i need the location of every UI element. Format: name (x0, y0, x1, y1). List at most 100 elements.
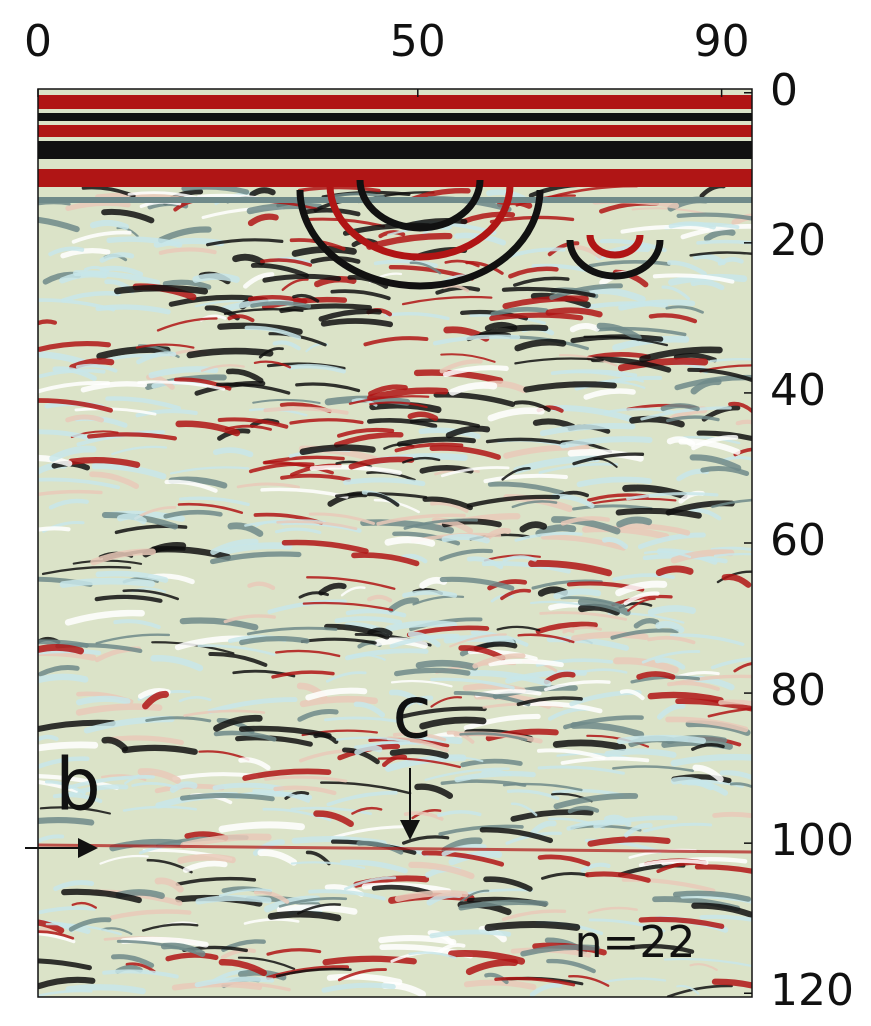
texture-stroke (320, 781, 412, 795)
texture-stroke (502, 295, 589, 310)
texture-stroke (394, 890, 469, 902)
texture-stroke (422, 496, 473, 511)
texture-arc (356, 179, 484, 232)
texture-stroke (616, 734, 706, 745)
texture-stroke (236, 482, 301, 489)
texture-stroke (48, 246, 85, 257)
texture-stroke (275, 649, 341, 658)
texture-stroke (99, 252, 135, 263)
texture-stroke (247, 581, 276, 591)
texture-stroke (247, 294, 308, 304)
texture-stroke (615, 507, 702, 519)
texture-stroke (210, 538, 259, 556)
texture-stroke (501, 909, 567, 922)
texture-stroke (244, 325, 302, 340)
texture-stroke (122, 805, 198, 812)
texture-stroke (135, 409, 198, 418)
texture-stroke (494, 976, 576, 987)
texture-stroke (449, 633, 507, 648)
texture-stroke (502, 555, 537, 562)
texture-stroke (489, 312, 584, 321)
texture-stroke (280, 473, 351, 482)
texture-stroke (460, 211, 516, 225)
texture-stroke (168, 294, 254, 307)
texture-stroke (529, 982, 563, 997)
texture-stroke (49, 445, 97, 462)
texture-stroke (466, 556, 504, 570)
texture-stroke (297, 185, 381, 193)
texture-stroke (177, 502, 244, 514)
texture-stroke (195, 895, 272, 905)
texture-stroke (626, 492, 719, 501)
texture-stroke (95, 570, 169, 583)
radargram (38, 89, 752, 997)
texture-stroke (514, 357, 604, 365)
texture-stroke (183, 709, 266, 717)
texture-stroke (223, 614, 276, 624)
texture-stroke (411, 809, 442, 820)
texture-stroke (279, 303, 372, 314)
texture-stroke (666, 415, 720, 423)
texture-stroke (38, 368, 106, 378)
texture-stroke (68, 456, 141, 468)
texture-stroke (655, 620, 685, 634)
texture-stroke (549, 283, 623, 300)
texture-stroke (266, 948, 322, 956)
texture-stroke (541, 871, 589, 880)
texture-stroke (467, 649, 538, 661)
texture-stroke (418, 427, 481, 440)
texture-stroke (271, 670, 335, 679)
texture-stroke (220, 948, 257, 960)
texture-stroke (439, 359, 483, 374)
texture-stroke (620, 224, 710, 234)
texture-stroke (253, 889, 290, 904)
texture-stroke (344, 648, 429, 661)
texture-stroke (547, 241, 580, 257)
texture-stroke (290, 861, 366, 869)
texture-stroke (335, 460, 373, 468)
texture-stroke (122, 589, 180, 601)
texture-stroke (90, 548, 156, 566)
texture-stroke (403, 518, 478, 530)
texture-stroke (511, 500, 558, 509)
texture-stroke (60, 247, 111, 259)
texture-stroke (38, 644, 84, 655)
texture-stroke (647, 635, 696, 645)
texture-stroke (550, 404, 633, 422)
texture-stroke (638, 859, 709, 868)
texture-stroke (367, 627, 393, 636)
texture-stroke (163, 509, 223, 519)
texture-stroke (639, 346, 723, 363)
texture-stroke (501, 286, 596, 298)
texture-stroke (164, 479, 218, 493)
texture-stroke (318, 582, 347, 596)
texture-stroke (368, 384, 408, 397)
texture-stroke (175, 420, 241, 437)
texture-stroke (348, 395, 430, 405)
texture-stroke (448, 850, 503, 866)
texture-stroke (673, 352, 718, 363)
texture-stroke (38, 673, 89, 684)
y-tick-label: 120 (770, 965, 854, 1016)
texture-stroke (559, 436, 653, 449)
texture-stroke (629, 415, 685, 428)
texture-stroke (711, 498, 752, 509)
texture-stroke (506, 789, 560, 801)
texture-stroke (513, 400, 551, 412)
texture-stroke (438, 824, 524, 836)
texture-stroke (252, 398, 321, 405)
texture-stroke (433, 392, 516, 407)
texture-stroke (105, 396, 181, 411)
texture-stroke (301, 207, 361, 217)
texture-stroke (219, 888, 273, 898)
texture-stroke (192, 273, 240, 283)
texture-stroke (99, 854, 149, 865)
texture-stroke (441, 843, 487, 857)
texture-stroke (179, 496, 250, 507)
texture-stroke (38, 931, 76, 944)
texture-stroke (292, 293, 320, 303)
texture-stroke (616, 516, 653, 528)
texture-stroke (213, 447, 254, 458)
annotation: c (392, 671, 432, 755)
texture-stroke (694, 864, 752, 874)
